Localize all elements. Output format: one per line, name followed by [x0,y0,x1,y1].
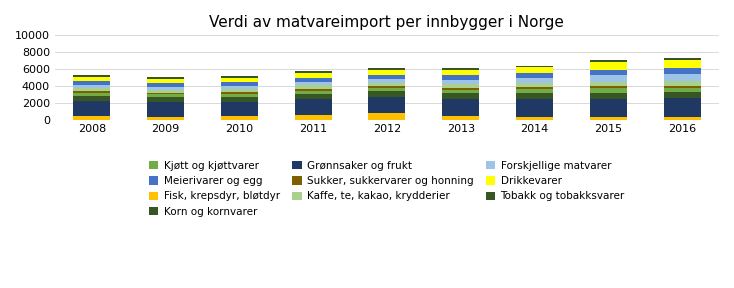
Bar [443,88,479,90]
Bar [147,94,184,97]
Bar [221,94,258,96]
Bar [664,88,700,92]
Bar [294,91,332,94]
Bar [664,74,700,81]
Bar [221,102,258,116]
Bar [147,87,184,90]
Bar [443,99,479,116]
Bar [368,75,405,79]
Bar [73,85,110,88]
Bar [516,87,553,89]
Bar [516,73,553,78]
Bar [221,82,258,86]
Bar [368,97,405,113]
Bar [147,83,184,87]
Bar [73,101,110,116]
Bar [147,97,184,102]
Bar [590,117,627,120]
Title: Verdi av matvareimport per innbygger i Norge: Verdi av matvareimport per innbygger i N… [209,15,564,30]
Bar [516,67,553,73]
Bar [294,78,332,82]
Bar [443,80,479,84]
Bar [664,117,700,120]
Bar [73,75,110,77]
Bar [368,83,405,86]
Bar [294,115,332,120]
Bar [590,60,627,62]
Bar [664,86,700,88]
Bar [73,88,110,91]
Bar [147,93,184,94]
Legend: Kjøtt og kjøttvarer, Meierivarer og egg, Fisk, krepsdyr, bløtdyr, Korn og kornva: Kjøtt og kjøttvarer, Meierivarer og egg,… [145,157,629,221]
Bar [147,90,184,93]
Bar [294,73,332,78]
Bar [147,77,184,79]
Bar [443,70,479,75]
Bar [664,60,700,68]
Bar [294,89,332,91]
Bar [664,58,700,60]
Bar [590,75,627,82]
Bar [590,93,627,98]
Bar [443,93,479,99]
Bar [368,79,405,83]
Bar [664,98,700,117]
Bar [147,102,184,117]
Bar [294,94,332,99]
Bar [443,90,479,93]
Bar [73,93,110,96]
Bar [516,99,553,117]
Bar [443,84,479,88]
Bar [516,89,553,93]
Bar [221,78,258,82]
Bar [590,82,627,86]
Bar [516,66,553,67]
Bar [590,98,627,117]
Bar [516,93,553,99]
Bar [294,82,332,86]
Bar [590,88,627,93]
Bar [368,91,405,97]
Bar [73,96,110,101]
Bar [221,116,258,120]
Bar [368,68,405,69]
Bar [294,99,332,115]
Bar [73,77,110,81]
Bar [221,86,258,89]
Bar [73,116,110,120]
Bar [516,78,553,83]
Bar [368,69,405,75]
Bar [368,86,405,88]
Bar [147,117,184,120]
Bar [147,79,184,83]
Bar [73,81,110,85]
Bar [221,89,258,92]
Bar [664,92,700,98]
Bar [664,81,700,86]
Bar [221,76,258,78]
Bar [368,88,405,91]
Bar [664,68,700,74]
Bar [590,62,627,70]
Bar [516,117,553,120]
Bar [443,68,479,70]
Bar [443,75,479,80]
Bar [221,92,258,94]
Bar [590,70,627,75]
Bar [73,91,110,93]
Bar [443,116,479,120]
Bar [368,113,405,120]
Bar [294,71,332,73]
Bar [590,86,627,88]
Bar [294,86,332,89]
Bar [221,96,258,102]
Bar [516,83,553,87]
